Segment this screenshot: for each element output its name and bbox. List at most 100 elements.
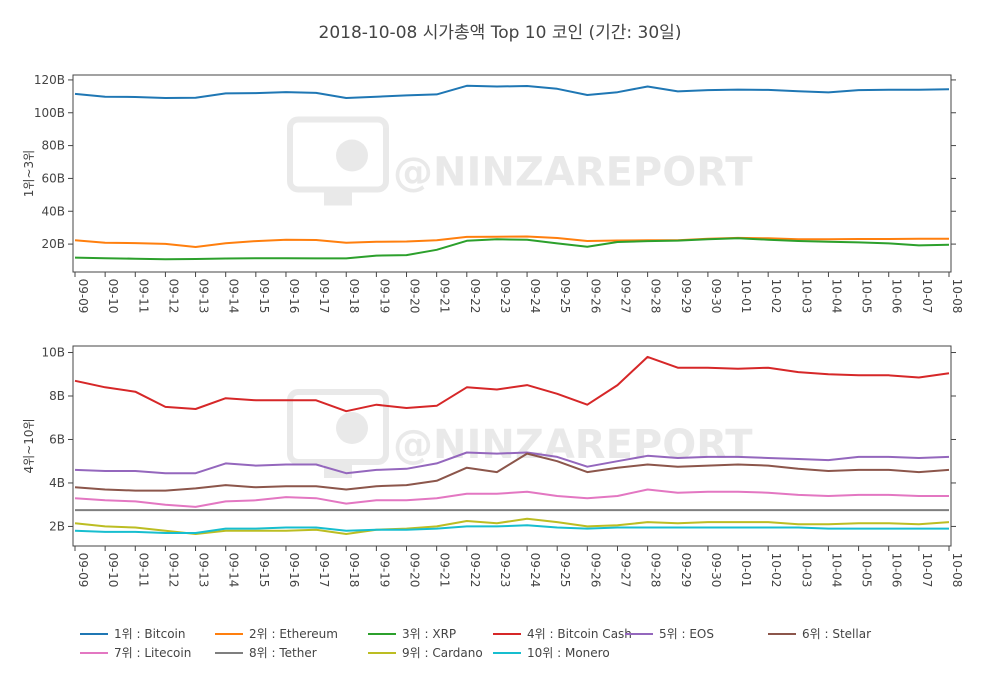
legend-label: 10위 : Monero xyxy=(527,646,610,660)
top-panel-xtick-label: 10-04 xyxy=(829,279,843,314)
watermark-stand xyxy=(324,189,352,206)
bottom-panel-xtick-label: 09-16 xyxy=(287,553,301,588)
bottom-panel-ytick-label: 4B xyxy=(49,476,65,490)
legend-item: 6위 : Stellar xyxy=(768,627,871,641)
watermark-0: @NINZAREPORT xyxy=(287,116,753,206)
bottom-panel-ytick-label: 2B xyxy=(49,519,65,533)
bottom-panel-xtick-label: 09-23 xyxy=(498,553,512,588)
legend-label: 4위 : Bitcoin Cash xyxy=(527,627,632,641)
top-panel-series-line-2 xyxy=(74,235,950,248)
bottom-panel-xtick-label: 09-15 xyxy=(257,553,271,588)
legend-item: 9위 : Cardano xyxy=(368,646,483,660)
top-panel-xtick-label: 09-26 xyxy=(588,279,602,314)
bottom-panel-xtick-label: 09-13 xyxy=(197,553,211,588)
bottom-panel-xtick-label: 09-30 xyxy=(709,553,723,588)
bottom-panel-series-line-6 xyxy=(74,517,950,535)
top-panel-xtick-label: 09-20 xyxy=(408,279,422,314)
top-panel-xtick-label: 10-02 xyxy=(769,279,783,314)
bottom-panel-frame xyxy=(72,345,952,547)
watermark-text: @NINZAREPORT xyxy=(393,422,753,468)
bottom-panel-xtick-label: 09-25 xyxy=(558,553,572,588)
top-panel-xtick-label: 09-10 xyxy=(106,279,120,314)
top-panel-ylabel: 1위~3위 xyxy=(22,150,36,197)
legend-label: 2위 : Ethereum xyxy=(249,627,338,641)
top-panel-series-line-3 xyxy=(74,237,950,261)
legend-item: 7위 : Litecoin xyxy=(80,646,191,660)
top-panel-xtick-label: 09-27 xyxy=(618,279,632,314)
watermark-monitor-icon xyxy=(287,116,389,193)
legend-item: 8위 : Tether xyxy=(215,646,317,660)
bottom-panel-xtick-label: 10-01 xyxy=(739,553,753,588)
bottom-panel-xtick-label: 10-03 xyxy=(799,553,813,588)
top-panel-ytick-label: 120B xyxy=(34,73,65,87)
top-panel-xtick-label: 09-29 xyxy=(679,279,693,314)
bottom-panel-ytick-label: 8B xyxy=(49,389,65,403)
bottom-panel-xtick-label: 09-18 xyxy=(347,553,361,588)
top-panel-xtick-label: 09-25 xyxy=(558,279,572,314)
bottom-panel-ytick-label: 10B xyxy=(41,346,65,360)
chart-title: 2018-10-08 시가총액 Top 10 코인 (기간: 30일) xyxy=(319,23,682,43)
top-panel-xtick-label: 09-21 xyxy=(438,279,452,314)
bottom-panel-xtick-label: 09-21 xyxy=(438,553,452,588)
top-panel-xtick-label: 10-06 xyxy=(890,279,904,314)
top-panel-xtick-label: 10-08 xyxy=(950,279,964,314)
top-panel-ytick-label: 60B xyxy=(41,171,65,185)
bottom-panel-xtick-label: 09-10 xyxy=(106,553,120,588)
bottom-panel-series-line-3 xyxy=(74,452,950,492)
watermark-1: @NINZAREPORT xyxy=(287,389,753,478)
top-panel-xtick-label: 10-07 xyxy=(920,279,934,314)
top-panel-xtick-label: 10-01 xyxy=(739,279,753,314)
bottom-panel-xtick-label: 09-26 xyxy=(588,553,602,588)
bottom-panel-xtick-label: 09-29 xyxy=(679,553,693,588)
top-panel-xtick-label: 09-30 xyxy=(709,279,723,314)
bottom-panel-xtick-label: 09-28 xyxy=(649,553,663,588)
bottom-panel-xtick-label: 09-19 xyxy=(377,553,391,588)
top-panel-xtick-label: 09-16 xyxy=(287,279,301,314)
top-panel-xtick-label: 09-09 xyxy=(76,279,90,314)
legend-label: 3위 : XRP xyxy=(402,627,456,641)
legend-item: 1위 : Bitcoin xyxy=(80,627,186,641)
legend-label: 6위 : Stellar xyxy=(802,627,871,641)
legend-label: 8위 : Tether xyxy=(249,646,317,660)
top-panel-xtick-label: 09-22 xyxy=(468,279,482,314)
bottom-panel-xtick-label: 10-06 xyxy=(890,553,904,588)
bottom-panel-xtick-label: 09-24 xyxy=(528,553,542,588)
legend-item: 2위 : Ethereum xyxy=(215,627,338,641)
top-panel-ytick-label: 100B xyxy=(34,106,65,120)
top-panel-xtick-label: 09-12 xyxy=(166,279,180,314)
watermark-pie xyxy=(336,139,368,172)
bottom-panel-xtick-label: 09-09 xyxy=(76,553,90,588)
top-panel-xtick-label: 09-23 xyxy=(498,279,512,314)
bottom-panel-xtick-label: 10-08 xyxy=(950,553,964,588)
top-panel-xtick-label: 09-13 xyxy=(197,279,211,314)
top-panel-xtick-label: 10-03 xyxy=(799,279,813,314)
legend-item: 4위 : Bitcoin Cash xyxy=(493,627,632,641)
top-panel-xtick-label: 09-17 xyxy=(317,279,331,314)
legend-label: 5위 : EOS xyxy=(659,627,714,641)
legend-label: 1위 : Bitcoin xyxy=(114,627,186,641)
bottom-panel-xtick-label: 09-17 xyxy=(317,553,331,588)
bottom-panel-ylabel: 4위~10위 xyxy=(22,418,36,473)
bottom-panel-series-line-4 xyxy=(74,488,949,508)
bottom-panel-series-line-1 xyxy=(74,355,950,413)
bottom-panel-xtick-label: 09-11 xyxy=(136,553,150,588)
top-panel-xtick-label: 10-05 xyxy=(860,279,874,314)
top-panel-xtick-label: 09-15 xyxy=(257,279,271,314)
top-panel-xtick-label: 09-11 xyxy=(136,279,150,314)
bottom-panel-xtick-label: 09-27 xyxy=(618,553,632,588)
legend-item: 5위 : EOS xyxy=(625,627,714,641)
top-panel-frame xyxy=(72,74,952,273)
bottom-panel-xtick-label: 09-20 xyxy=(408,553,422,588)
watermark-monitor-icon xyxy=(287,389,389,465)
top-panel-xtick-label: 09-14 xyxy=(227,279,241,314)
top-panel-xtick-label: 09-19 xyxy=(377,279,391,314)
legend-item: 3위 : XRP xyxy=(368,627,456,641)
bottom-panel-xtick-label: 09-14 xyxy=(227,553,241,588)
legend-item: 10위 : Monero xyxy=(493,646,610,660)
top-panel-xtick-label: 09-28 xyxy=(649,279,663,314)
top-panel-series-line-1 xyxy=(74,84,950,99)
top-panel-ytick-label: 80B xyxy=(41,139,65,153)
bottom-panel-ytick-label: 6B xyxy=(49,432,65,446)
